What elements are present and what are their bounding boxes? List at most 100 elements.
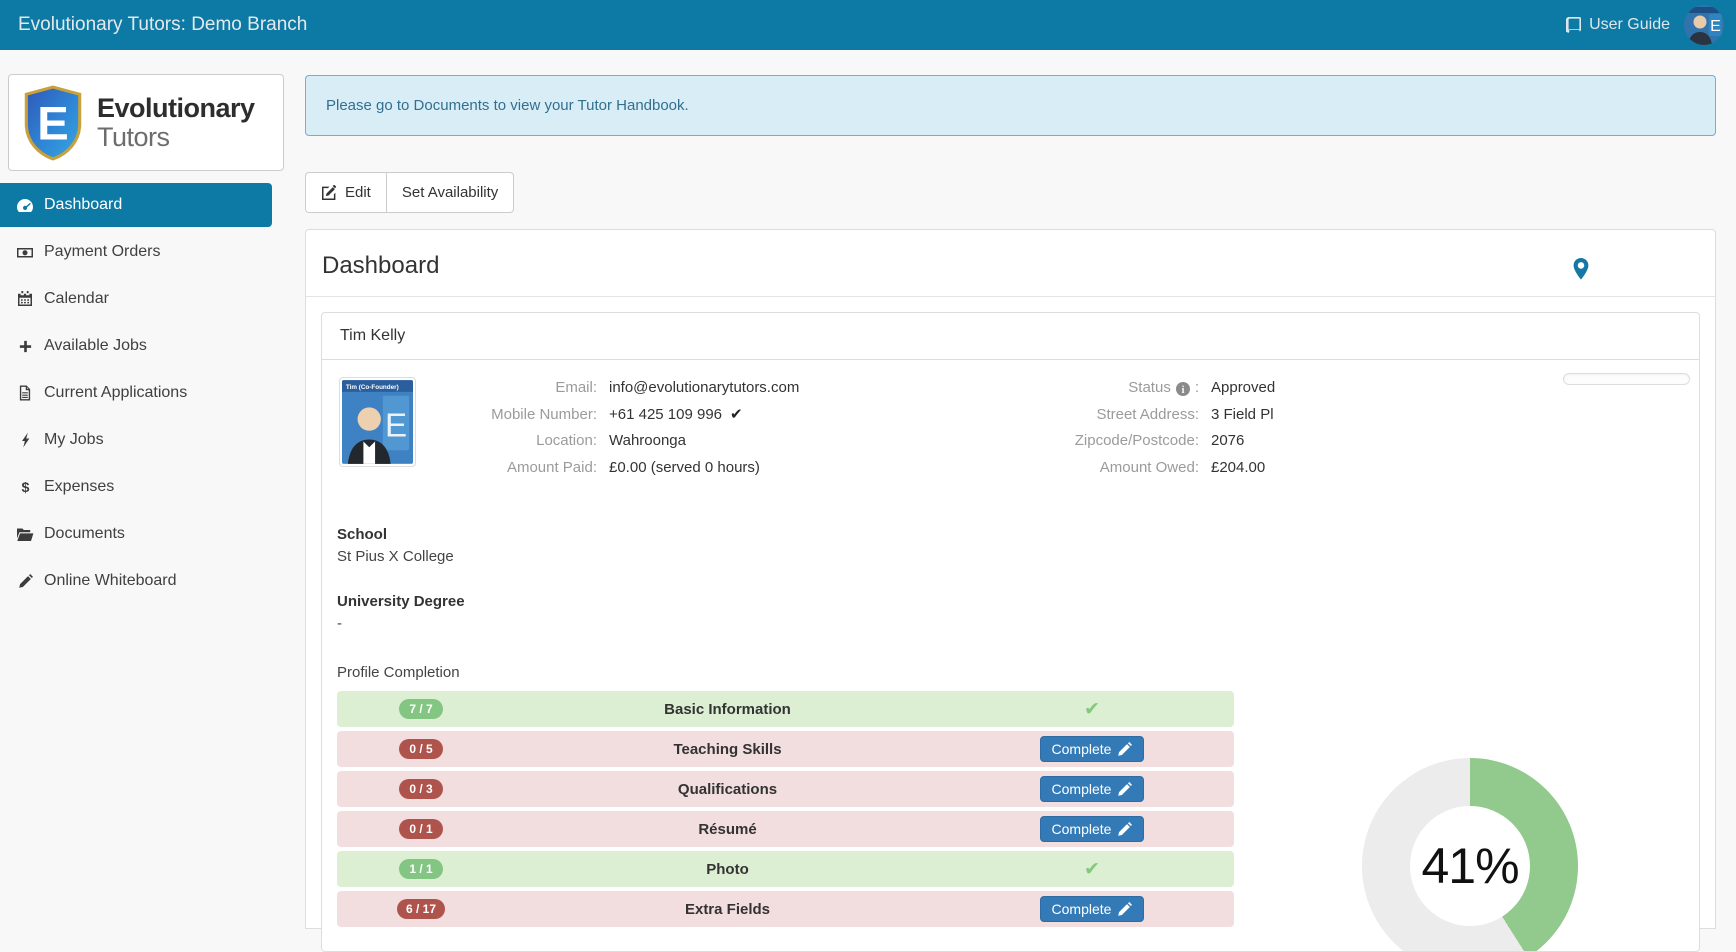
set-availability-button[interactable]: Set Availability [385,172,515,213]
sidebar-item-calendar[interactable]: Calendar [0,277,272,321]
complete-button-label: Complete [1051,901,1112,917]
completion-action-cell: Complete [950,736,1234,762]
brand-logo-text: Evolutionary Tutors [97,94,255,151]
sidebar-item-label: Documents [44,525,125,542]
sidebar-item-my-jobs[interactable]: My Jobs [0,418,272,462]
completion-action-cell: ✔ [950,858,1234,881]
completion-action-cell: Complete [950,776,1234,802]
brand-name-line1: Evolutionary [97,93,255,124]
tutor-name: Tim Kelly [322,313,1699,360]
sidebar-nav: Dashboard Payment Orders Calendar Available… [0,183,284,606]
detail-value: +61 425 109 996 ✔ [597,402,743,429]
navbar-right: User Guide E [1565,5,1724,45]
edit-pencil-square-icon [321,184,338,201]
profile-detail-row: Status i : Approved [959,375,1275,402]
sidebar-item-current-applications[interactable]: Current Applications [0,371,272,415]
completion-row-qualifications: 0 / 3 Qualifications Complete [337,771,1234,807]
sidebar-item-label: Available Jobs [44,337,147,354]
svg-text:E: E [1710,18,1721,35]
completion-section-label: Photo [706,860,749,878]
profile-detail-row: Mobile Number: +61 425 109 996 ✔ [437,402,799,429]
profile-completion-table: 7 / 7 Basic Information ✔ 0 / 5 Teaching Ski… [337,691,1234,927]
brand-logo-card[interactable]: E Evolutionary Tutors [8,74,284,171]
complete-button-r-sum[interactable]: Complete [1039,816,1145,842]
sidebar-item-documents[interactable]: Documents [0,512,272,556]
completion-action-cell: ✔ [950,698,1234,721]
brand-name-line2: Tutors [97,121,170,152]
completion-row-extra-fields: 6 / 17 Extra Fields Complete [337,891,1234,927]
sidebar-item-online-whiteboard[interactable]: Online Whiteboard [0,559,272,603]
completion-row-photo: 1 / 1 Photo ✔ [337,851,1234,887]
degree-value: - [337,615,342,632]
dashboard-icon [15,197,35,213]
profile-detail-row: Location: Wahroonga [437,428,799,455]
sidebar-item-label: My Jobs [44,431,104,448]
detail-label: Amount Owed: [1099,458,1199,476]
edit-button[interactable]: Edit [305,172,386,213]
completion-badge-cell: 6 / 17 [337,899,505,919]
detail-value: 3 Field Pl [1211,405,1274,423]
sidebar-item-available-jobs[interactable]: Available Jobs [0,324,272,368]
detail-value: Approved [1211,379,1276,396]
info-alert-message: Please go to Documents to view your Tuto… [326,97,689,114]
profile-detail-row: Amount Paid: £0.00 (served 0 hours) [437,455,799,482]
complete-button-label: Complete [1051,741,1112,757]
app-title: Evolutionary Tutors: Demo Branch [18,14,308,35]
svg-text:E: E [385,408,407,445]
section-complete-check-icon: ✔ [1084,858,1100,880]
pencil-icon [1117,741,1133,757]
section-complete-check-icon: ✔ [1084,698,1100,720]
completion-badge-cell: 0 / 5 [337,739,505,759]
profile-detail-row: Email: info@evolutionarytutors.com [437,375,799,402]
completion-badge-cell: 7 / 7 [337,699,505,719]
detail-value: £204.00 [1211,458,1266,476]
complete-button-extra-fields[interactable]: Complete [1039,896,1145,922]
edit-button-label: Edit [345,184,371,201]
top-navbar: Evolutionary Tutors: Demo Branch User Gu… [0,0,1736,50]
plus-icon [15,339,35,354]
completion-section-label: Extra Fields [684,900,771,918]
donut-ring: 41% [1362,758,1578,951]
complete-button-label: Complete [1051,781,1112,797]
mini-progress-bar [1563,373,1690,385]
map-pin-icon[interactable] [1573,258,1589,285]
sidebar-item-label: Current Applications [44,384,188,401]
complete-button-qualifications[interactable]: Complete [1039,776,1145,802]
folder-icon [15,527,35,542]
completion-row-teaching-skills: 0 / 5 Teaching Skills Complete [337,731,1234,767]
school-heading: School [337,526,388,543]
completion-row-r-sum: 0 / 1 Résumé Complete [337,811,1234,847]
completion-badge-cell: 0 / 1 [337,819,505,839]
tutor-card: Tim Kelly Tim (Co-Founder) E [321,312,1700,952]
user-guide-link[interactable]: User Guide [1565,16,1670,34]
profile-photo[interactable]: Tim (Co-Founder) E [339,377,416,467]
bolt-icon [15,432,35,448]
completion-badge-cell: 1 / 1 [337,859,505,879]
donut-center: 41% [1410,806,1530,926]
complete-button-teaching-skills[interactable]: Complete [1039,736,1145,762]
completion-section-label: Qualifications [677,780,778,798]
completion-count-badge: 1 / 1 [399,859,443,879]
completion-count-badge: 0 / 5 [399,739,443,759]
info-icon[interactable]: i [1175,382,1190,397]
dashboard-panel: Dashboard Tim Kelly Tim (Co-Founder) E [305,229,1716,952]
main-content: Please go to Documents to view your Tuto… [305,50,1716,952]
set-availability-label: Set Availability [401,184,499,201]
completion-percentage: 41% [1421,838,1519,894]
profile-detail-row: Zipcode/Postcode: 2076 [959,428,1275,455]
complete-button-label: Complete [1051,821,1112,837]
detail-value: Wahroonga [609,432,686,449]
detail-label: Zipcode/Postcode: [1074,432,1199,449]
completion-donut-chart: 41% [1362,758,1578,951]
sidebar-item-payment-orders[interactable]: Payment Orders [0,230,272,274]
user-avatar[interactable]: E [1684,5,1724,45]
sidebar-item-expenses[interactable]: $ Expenses [0,465,272,509]
svg-text:Tim (Co-Founder): Tim (Co-Founder) [346,384,399,391]
contact-details: Email: info@evolutionarytutors.com Mobile … [437,375,799,481]
completion-badge-cell: 0 / 3 [337,779,505,799]
detail-label: Mobile Number: [491,405,597,423]
pencil-icon [1117,781,1133,797]
detail-value: £0.00 (served 0 hours) [609,458,760,476]
sidebar-item-dashboard[interactable]: Dashboard [0,183,272,227]
detail-value: info@evolutionarytutors.com [609,379,800,396]
